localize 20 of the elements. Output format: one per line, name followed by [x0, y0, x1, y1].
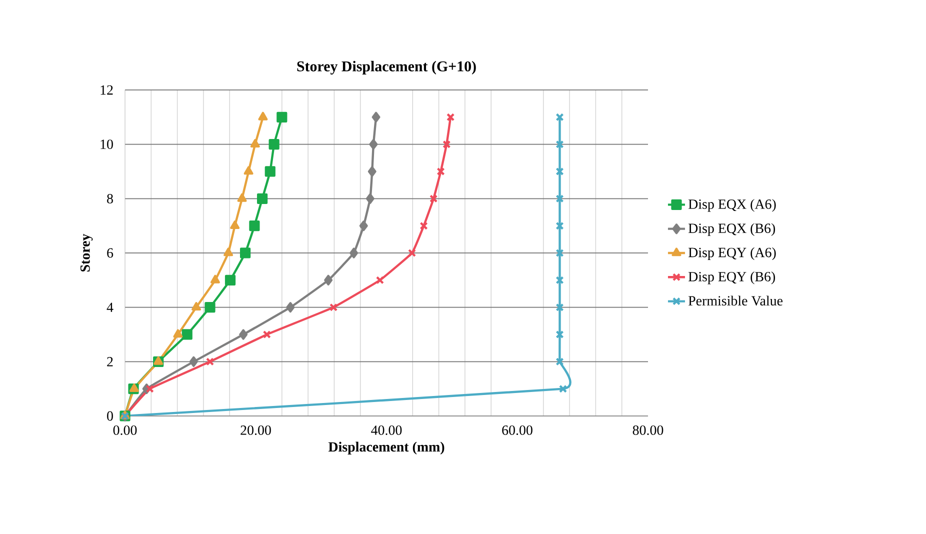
- y-axis-title: Storey: [80, 234, 93, 272]
- legend-label: Permisible Value: [688, 296, 783, 306]
- y-tick-label: 2: [107, 357, 113, 366]
- x-axis-title: Displacement (mm): [328, 442, 444, 454]
- y-tick-label: 6: [107, 248, 114, 258]
- chart-title: Storey Displacement (G+10): [297, 60, 476, 74]
- legend-label: Disp EQX (A6): [688, 199, 776, 212]
- x-tick-label: 0.00: [113, 426, 137, 435]
- y-tick-label: 12: [100, 85, 113, 95]
- legend-label: Disp EQY (B6): [688, 272, 776, 284]
- y-tick-label: 10: [100, 140, 113, 150]
- y-tick-label: 4: [106, 302, 114, 312]
- x-tick-label: 20.00: [240, 426, 271, 435]
- legend-label: Disp EQY (A6): [688, 247, 776, 260]
- y-tick-label: 8: [107, 194, 113, 204]
- y-tick-label: 0: [107, 411, 113, 421]
- x-tick-label: 80.00: [632, 426, 664, 435]
- x-tick-label: 40.00: [371, 426, 402, 435]
- legend-label: Disp EQX (B6): [688, 223, 776, 236]
- x-tick-label: 60.00: [502, 426, 532, 435]
